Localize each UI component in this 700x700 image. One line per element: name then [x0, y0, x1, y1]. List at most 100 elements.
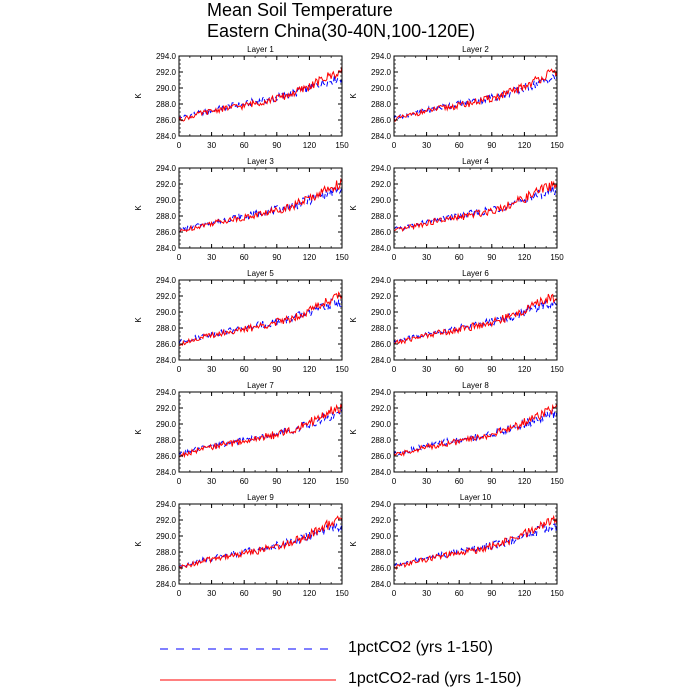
- plot-frame: [178, 391, 343, 473]
- x-tick-label: 120: [303, 477, 317, 486]
- y-tick-label: 294.0: [371, 500, 392, 509]
- y-axis-label: K: [134, 205, 143, 211]
- y-tick-label: 284.0: [156, 580, 177, 589]
- x-tick-label: 90: [272, 477, 281, 486]
- panel-title: Layer 5: [247, 269, 274, 278]
- y-tick-label: 284.0: [156, 356, 177, 365]
- chart-title-line-2: Eastern China(30-40N,100-120E): [207, 21, 476, 41]
- x-tick-label: 150: [550, 365, 564, 374]
- x-tick-label: 150: [550, 141, 564, 150]
- y-tick-label: 292.0: [156, 292, 177, 301]
- series-line-1pctco2: [393, 298, 558, 343]
- y-tick-label: 292.0: [156, 404, 177, 413]
- y-tick-label: 286.0: [371, 564, 392, 573]
- y-axis-label: K: [134, 541, 143, 547]
- series-line-1pctco2: [393, 185, 558, 231]
- x-tick-label: 60: [455, 253, 464, 262]
- y-tick-label: 286.0: [371, 452, 392, 461]
- y-tick-label: 288.0: [371, 212, 392, 221]
- x-tick-label: 120: [303, 253, 317, 262]
- x-tick-label: 120: [303, 141, 317, 150]
- y-tick-label: 288.0: [371, 324, 392, 333]
- panel-title: Layer 1: [247, 45, 274, 54]
- x-tick-label: 90: [272, 141, 281, 150]
- y-tick-label: 290.0: [371, 84, 392, 93]
- y-tick-label: 294.0: [156, 388, 177, 397]
- y-tick-label: 288.0: [156, 324, 177, 333]
- plot-frame: [393, 167, 558, 249]
- series-line-1pctco2: [178, 74, 343, 120]
- y-tick-label: 292.0: [156, 516, 177, 525]
- chart-title-line-1: Mean Soil Temperature: [207, 0, 393, 20]
- x-tick-label: 0: [177, 365, 182, 374]
- y-tick-label: 286.0: [371, 116, 392, 125]
- x-tick-label: 150: [335, 589, 349, 598]
- y-axis-label: K: [349, 541, 358, 547]
- x-tick-label: 90: [487, 477, 496, 486]
- panel-1: Layer 1 K 284.0 286.0 288.0 290.0 292.0 294.0 0 3…: [134, 45, 349, 150]
- x-tick-label: 90: [272, 365, 281, 374]
- panel-10: Layer 10 K 284.0 286.0 288.0 290.0 292.0 294.0 0…: [349, 493, 564, 598]
- y-tick-label: 290.0: [371, 532, 392, 541]
- y-tick-label: 284.0: [371, 244, 392, 253]
- y-tick-label: 290.0: [156, 532, 177, 541]
- series-line-1pctco2: [393, 520, 558, 567]
- plot-frame: [393, 503, 558, 585]
- panel-7: Layer 7 K 284.0 286.0 288.0 290.0 292.0 294.0 0 3…: [134, 381, 349, 486]
- y-axis-label: K: [349, 93, 358, 99]
- x-tick-label: 150: [335, 477, 349, 486]
- series-line-1pctco2-rad: [393, 403, 558, 457]
- y-tick-label: 290.0: [156, 196, 177, 205]
- panel-9: Layer 9 K 284.0 286.0 288.0 290.0 292.0 294.0 0 3…: [134, 493, 349, 598]
- x-tick-label: 30: [207, 589, 216, 598]
- panel-title: Layer 4: [462, 157, 489, 166]
- series-line-1pctco2-rad: [178, 291, 343, 347]
- y-tick-label: 288.0: [371, 548, 392, 557]
- y-tick-label: 290.0: [156, 420, 177, 429]
- legend-item-1pctco2-rad: 1pctCO2-rad (yrs 1-150): [0, 665, 700, 695]
- x-tick-label: 150: [335, 253, 349, 262]
- panel-title: Layer 3: [247, 157, 274, 166]
- y-axis-label: K: [349, 317, 358, 323]
- panel-2: Layer 2 K 284.0 286.0 288.0 290.0 292.0 294.0 0 3…: [349, 45, 564, 150]
- x-tick-label: 30: [422, 365, 431, 374]
- y-tick-label: 284.0: [371, 468, 392, 477]
- x-tick-label: 30: [207, 365, 216, 374]
- y-tick-label: 284.0: [156, 132, 177, 141]
- x-tick-label: 150: [335, 141, 349, 150]
- series-line-1pctco2: [178, 520, 343, 568]
- x-tick-label: 120: [518, 589, 532, 598]
- x-tick-label: 120: [303, 365, 317, 374]
- x-tick-label: 60: [240, 253, 249, 262]
- x-tick-label: 60: [455, 477, 464, 486]
- panel-5: Layer 5 K 284.0 286.0 288.0 290.0 292.0 294.0 0 3…: [134, 269, 349, 374]
- legend-label-1pctco2: 1pctCO2 (yrs 1-150): [348, 639, 493, 656]
- y-tick-label: 292.0: [371, 68, 392, 77]
- x-tick-label: 90: [272, 253, 281, 262]
- y-tick-label: 292.0: [371, 292, 392, 301]
- y-tick-label: 284.0: [371, 132, 392, 141]
- y-tick-label: 294.0: [371, 52, 392, 61]
- y-tick-label: 294.0: [371, 164, 392, 173]
- y-tick-label: 294.0: [371, 388, 392, 397]
- x-tick-label: 0: [177, 477, 182, 486]
- x-tick-label: 0: [177, 253, 182, 262]
- series-line-1pctco2-rad: [393, 293, 558, 345]
- y-tick-label: 286.0: [156, 452, 177, 461]
- y-tick-label: 288.0: [156, 100, 177, 109]
- y-tick-label: 292.0: [156, 180, 177, 189]
- series-line-1pctco2-rad: [394, 180, 558, 233]
- legend-item-1pctco2: 1pctCO2 (yrs 1-150): [0, 634, 700, 664]
- x-tick-label: 150: [335, 365, 349, 374]
- x-tick-label: 0: [392, 477, 397, 486]
- panel-6: Layer 6 K 284.0 286.0 288.0 290.0 292.0 294.0 0 3…: [349, 269, 564, 374]
- x-tick-label: 90: [487, 253, 496, 262]
- x-tick-label: 30: [422, 477, 431, 486]
- y-tick-label: 290.0: [371, 196, 392, 205]
- x-tick-label: 60: [455, 365, 464, 374]
- y-tick-label: 294.0: [371, 276, 392, 285]
- panel-title: Layer 8: [462, 381, 489, 390]
- plot-frame: [178, 167, 343, 249]
- panel-4: Layer 4 K 284.0 286.0 288.0 290.0 292.0 294.0 0 3…: [349, 157, 564, 262]
